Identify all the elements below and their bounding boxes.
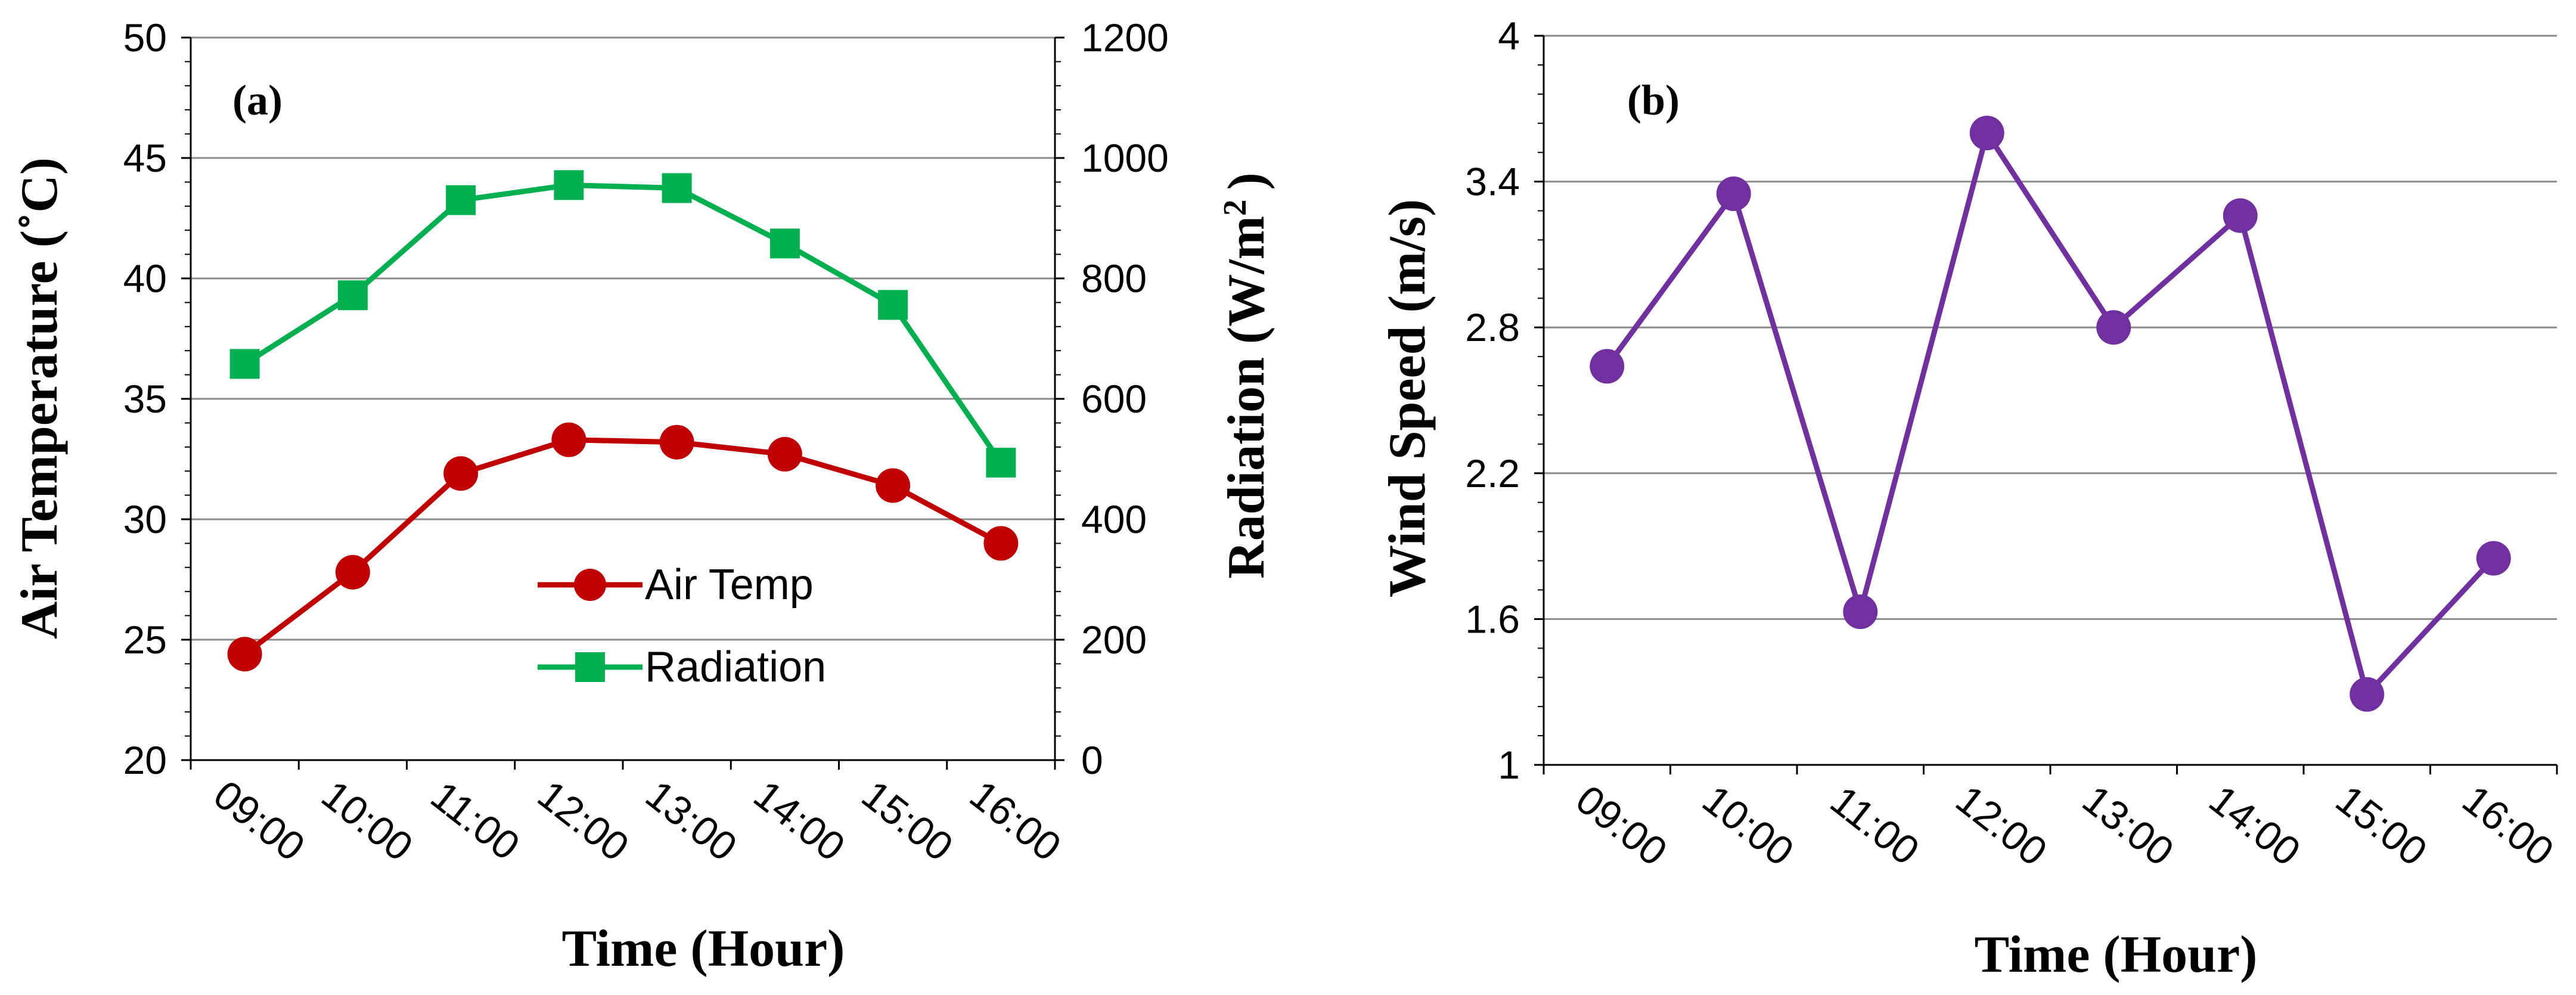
data-point-air-temp [443, 456, 479, 491]
y-axis-title-left-a: Air Temperature (˚C) [11, 157, 69, 639]
right-axis-title-superscript: 2 [1216, 200, 1253, 216]
data-point-air-temp [551, 422, 586, 457]
right-y-tick-label: 200 [1081, 618, 1147, 662]
grid-lines-b [1544, 35, 2557, 620]
y-tick-label: 1.6 [1465, 597, 1520, 641]
y-tick-label: 1 [1498, 743, 1520, 787]
data-point-radiation [229, 349, 260, 379]
right-y-tick-label: 0 [1081, 738, 1103, 782]
data-point-wind-speed [2350, 677, 2385, 712]
legend-marker-radiation [575, 652, 605, 682]
x-axis-title-a: Time (Hour) [562, 920, 845, 978]
legend-item-radiation: Radiation [538, 643, 826, 691]
data-point-radiation [986, 448, 1016, 478]
x-tick-label: 15:00 [2327, 777, 2435, 875]
data-point-wind-speed [2223, 198, 2258, 233]
x-tick-label: 12:00 [1947, 777, 2055, 875]
x-tick-label: 16:00 [961, 772, 1069, 870]
data-point-air-temp [659, 424, 694, 460]
y-tick-label: 2.8 [1465, 305, 1520, 349]
data-point-wind-speed [1590, 349, 1625, 384]
x-tick-label: 13:00 [2074, 777, 2182, 875]
legend-a: Air Temp Radiation [538, 561, 826, 691]
y-tick-label: 25 [123, 618, 167, 662]
x-tick-label: 16:00 [2454, 777, 2562, 875]
data-point-wind-speed [1969, 116, 2004, 151]
right-y-tick-label: 1000 [1081, 136, 1169, 180]
right-axis-title-main: Radiation (W/m [1218, 216, 1275, 579]
data-point-radiation [769, 228, 800, 259]
y-tick-label: 2.2 [1465, 451, 1520, 495]
x-tick-label: 09:00 [1568, 777, 1675, 875]
x-tick-label: 14:00 [2201, 777, 2308, 875]
y-tick-label: 20 [123, 738, 167, 782]
y-axis-title-b: Wind Speed (m/s) [1379, 199, 1436, 597]
right-y-tick-label: 1200 [1081, 16, 1169, 60]
data-point-radiation [446, 185, 476, 215]
legend-item-air-temp: Air Temp [538, 561, 814, 609]
x-tick-label: 15:00 [854, 772, 961, 870]
x-tick-label: 13:00 [637, 772, 745, 870]
y-tick-label: 50 [123, 16, 167, 60]
data-point-wind-speed [1716, 176, 1751, 211]
right-y-tick-label: 600 [1081, 377, 1147, 421]
y-axis-title-right-a: Radiation (W/m2) [1216, 172, 1276, 579]
data-point-air-temp [983, 526, 1019, 561]
legend-label-air-temp: Air Temp [645, 561, 814, 609]
axes-a [181, 36, 1064, 770]
y-tick-label: 30 [123, 497, 167, 541]
x-axis-title-b: Time (Hour) [1975, 926, 2258, 984]
data-point-wind-speed [2096, 310, 2131, 345]
data-point-wind-speed [1843, 594, 1878, 630]
data-point-radiation [554, 170, 584, 200]
right-axis-title-end: ) [1218, 172, 1275, 190]
series-line-air-temp [243, 437, 1003, 656]
series-a [227, 170, 1019, 672]
y-tick-label: 45 [123, 136, 167, 180]
legend-label-radiation: Radiation [645, 643, 826, 691]
panel-label-a: (a) [232, 76, 283, 124]
y-tick-label: 40 [123, 256, 167, 300]
right-y-tick-label: 400 [1081, 497, 1147, 541]
data-point-radiation [337, 280, 368, 311]
data-point-radiation [662, 173, 692, 203]
data-point-air-temp [335, 554, 370, 590]
y-tick-label: 3.4 [1465, 160, 1520, 204]
axes-b [1534, 35, 2558, 774]
data-point-air-temp [767, 436, 802, 472]
x-tick-label: 14:00 [746, 772, 854, 870]
y-tick-label: 4 [1498, 14, 1520, 58]
x-tick-label: 11:00 [1822, 777, 1928, 874]
data-point-air-temp [876, 468, 911, 503]
data-point-wind-speed [2476, 541, 2511, 576]
series-line-wind-speed [1604, 130, 2496, 698]
panel-label-b: (b) [1627, 76, 1680, 124]
right-y-tick-label: 800 [1081, 256, 1147, 300]
data-point-air-temp [227, 637, 262, 672]
x-tick-label: 10:00 [314, 772, 421, 870]
data-point-radiation [878, 290, 908, 320]
series-b [1590, 116, 2511, 712]
legend-marker-air-temp [574, 569, 606, 601]
y-tick-label: 35 [123, 377, 167, 421]
x-tick-label: 11:00 [423, 773, 528, 869]
grid-lines-a [191, 36, 1055, 641]
x-tick-label: 09:00 [205, 772, 313, 870]
x-tick-label: 10:00 [1694, 777, 1802, 875]
series-line-radiation [243, 182, 1004, 464]
x-tick-label: 12:00 [529, 772, 637, 870]
